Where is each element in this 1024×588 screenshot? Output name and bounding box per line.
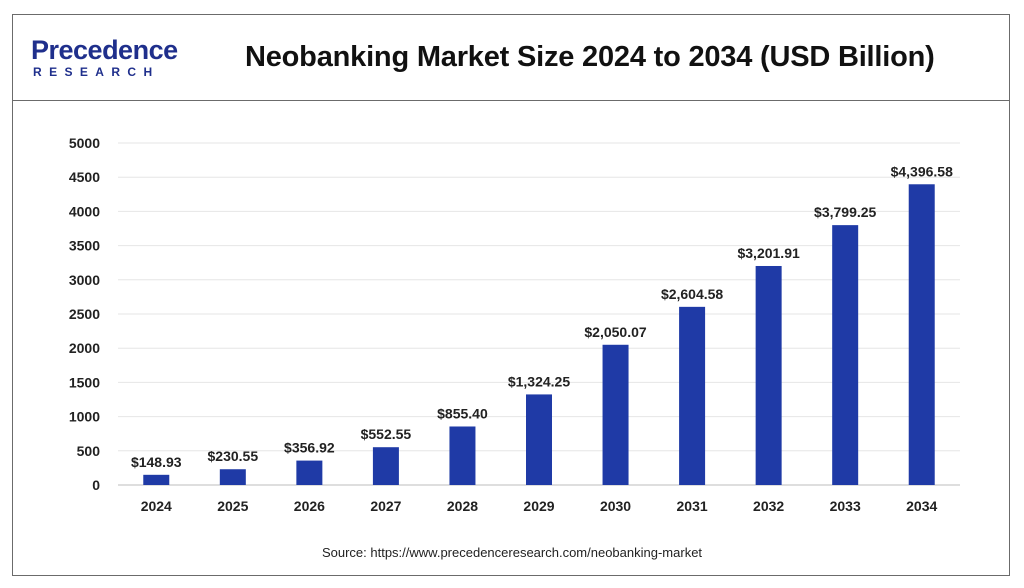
y-tick-label: 3500: [69, 238, 100, 254]
precedence-research-logo: Precedence RESEARCH: [31, 35, 181, 85]
x-tick-label: 2028: [447, 498, 478, 514]
data-label: $3,799.25: [814, 204, 876, 220]
header: Precedence RESEARCH Neobanking Market Si…: [13, 15, 1009, 101]
x-tick-label: 2024: [141, 498, 172, 514]
y-tick-label: 500: [77, 443, 101, 459]
data-label: $230.55: [208, 448, 259, 464]
y-tick-label: 2500: [69, 306, 100, 322]
data-label: $356.92: [284, 440, 335, 456]
y-tick-label: 4500: [69, 169, 100, 185]
bar: [908, 184, 935, 485]
y-tick-label: 4000: [69, 203, 100, 219]
y-tick-label: 1500: [69, 374, 100, 390]
data-label: $4,396.58: [891, 163, 953, 179]
bar: [679, 306, 706, 485]
data-label: $2,604.58: [661, 286, 723, 302]
x-tick-label: 2030: [600, 498, 631, 514]
y-tick-label: 0: [92, 477, 100, 493]
x-tick-label: 2031: [677, 498, 708, 514]
logo-wordmark: Precedence: [31, 35, 178, 65]
x-tick-label: 2029: [523, 498, 554, 514]
chart-title: Neobanking Market Size 2024 to 2034 (USD…: [245, 41, 935, 73]
data-label: $2,050.07: [584, 324, 646, 340]
x-tick-label: 2034: [906, 498, 937, 514]
y-tick-label: 3000: [69, 272, 100, 288]
bar: [449, 426, 476, 485]
logo-subtitle: RESEARCH: [33, 65, 160, 79]
bar: [755, 265, 782, 485]
bar: [526, 394, 552, 485]
bar: [832, 225, 859, 486]
x-tick-label: 2027: [370, 498, 401, 514]
x-tick-label: 2025: [217, 498, 248, 514]
x-tick-label: 2026: [294, 498, 325, 514]
x-tick-label: 2032: [753, 498, 784, 514]
data-label: $552.55: [361, 426, 412, 442]
y-tick-label: 2000: [69, 340, 100, 356]
source-caption: Source: https://www.precedenceresearch.c…: [321, 545, 703, 560]
data-label: $148.93: [131, 454, 182, 470]
bar: [602, 344, 629, 485]
y-tick-label: 1000: [69, 409, 100, 425]
x-tick-label: 2033: [830, 498, 861, 514]
bar: [219, 469, 246, 485]
data-label: $1,324.25: [508, 373, 570, 389]
bar: [296, 460, 323, 485]
y-tick-label: 5000: [69, 135, 100, 151]
data-label: $855.40: [437, 405, 488, 421]
data-label: $3,201.91: [737, 245, 799, 261]
bar: [372, 447, 399, 485]
bar: [143, 474, 170, 485]
